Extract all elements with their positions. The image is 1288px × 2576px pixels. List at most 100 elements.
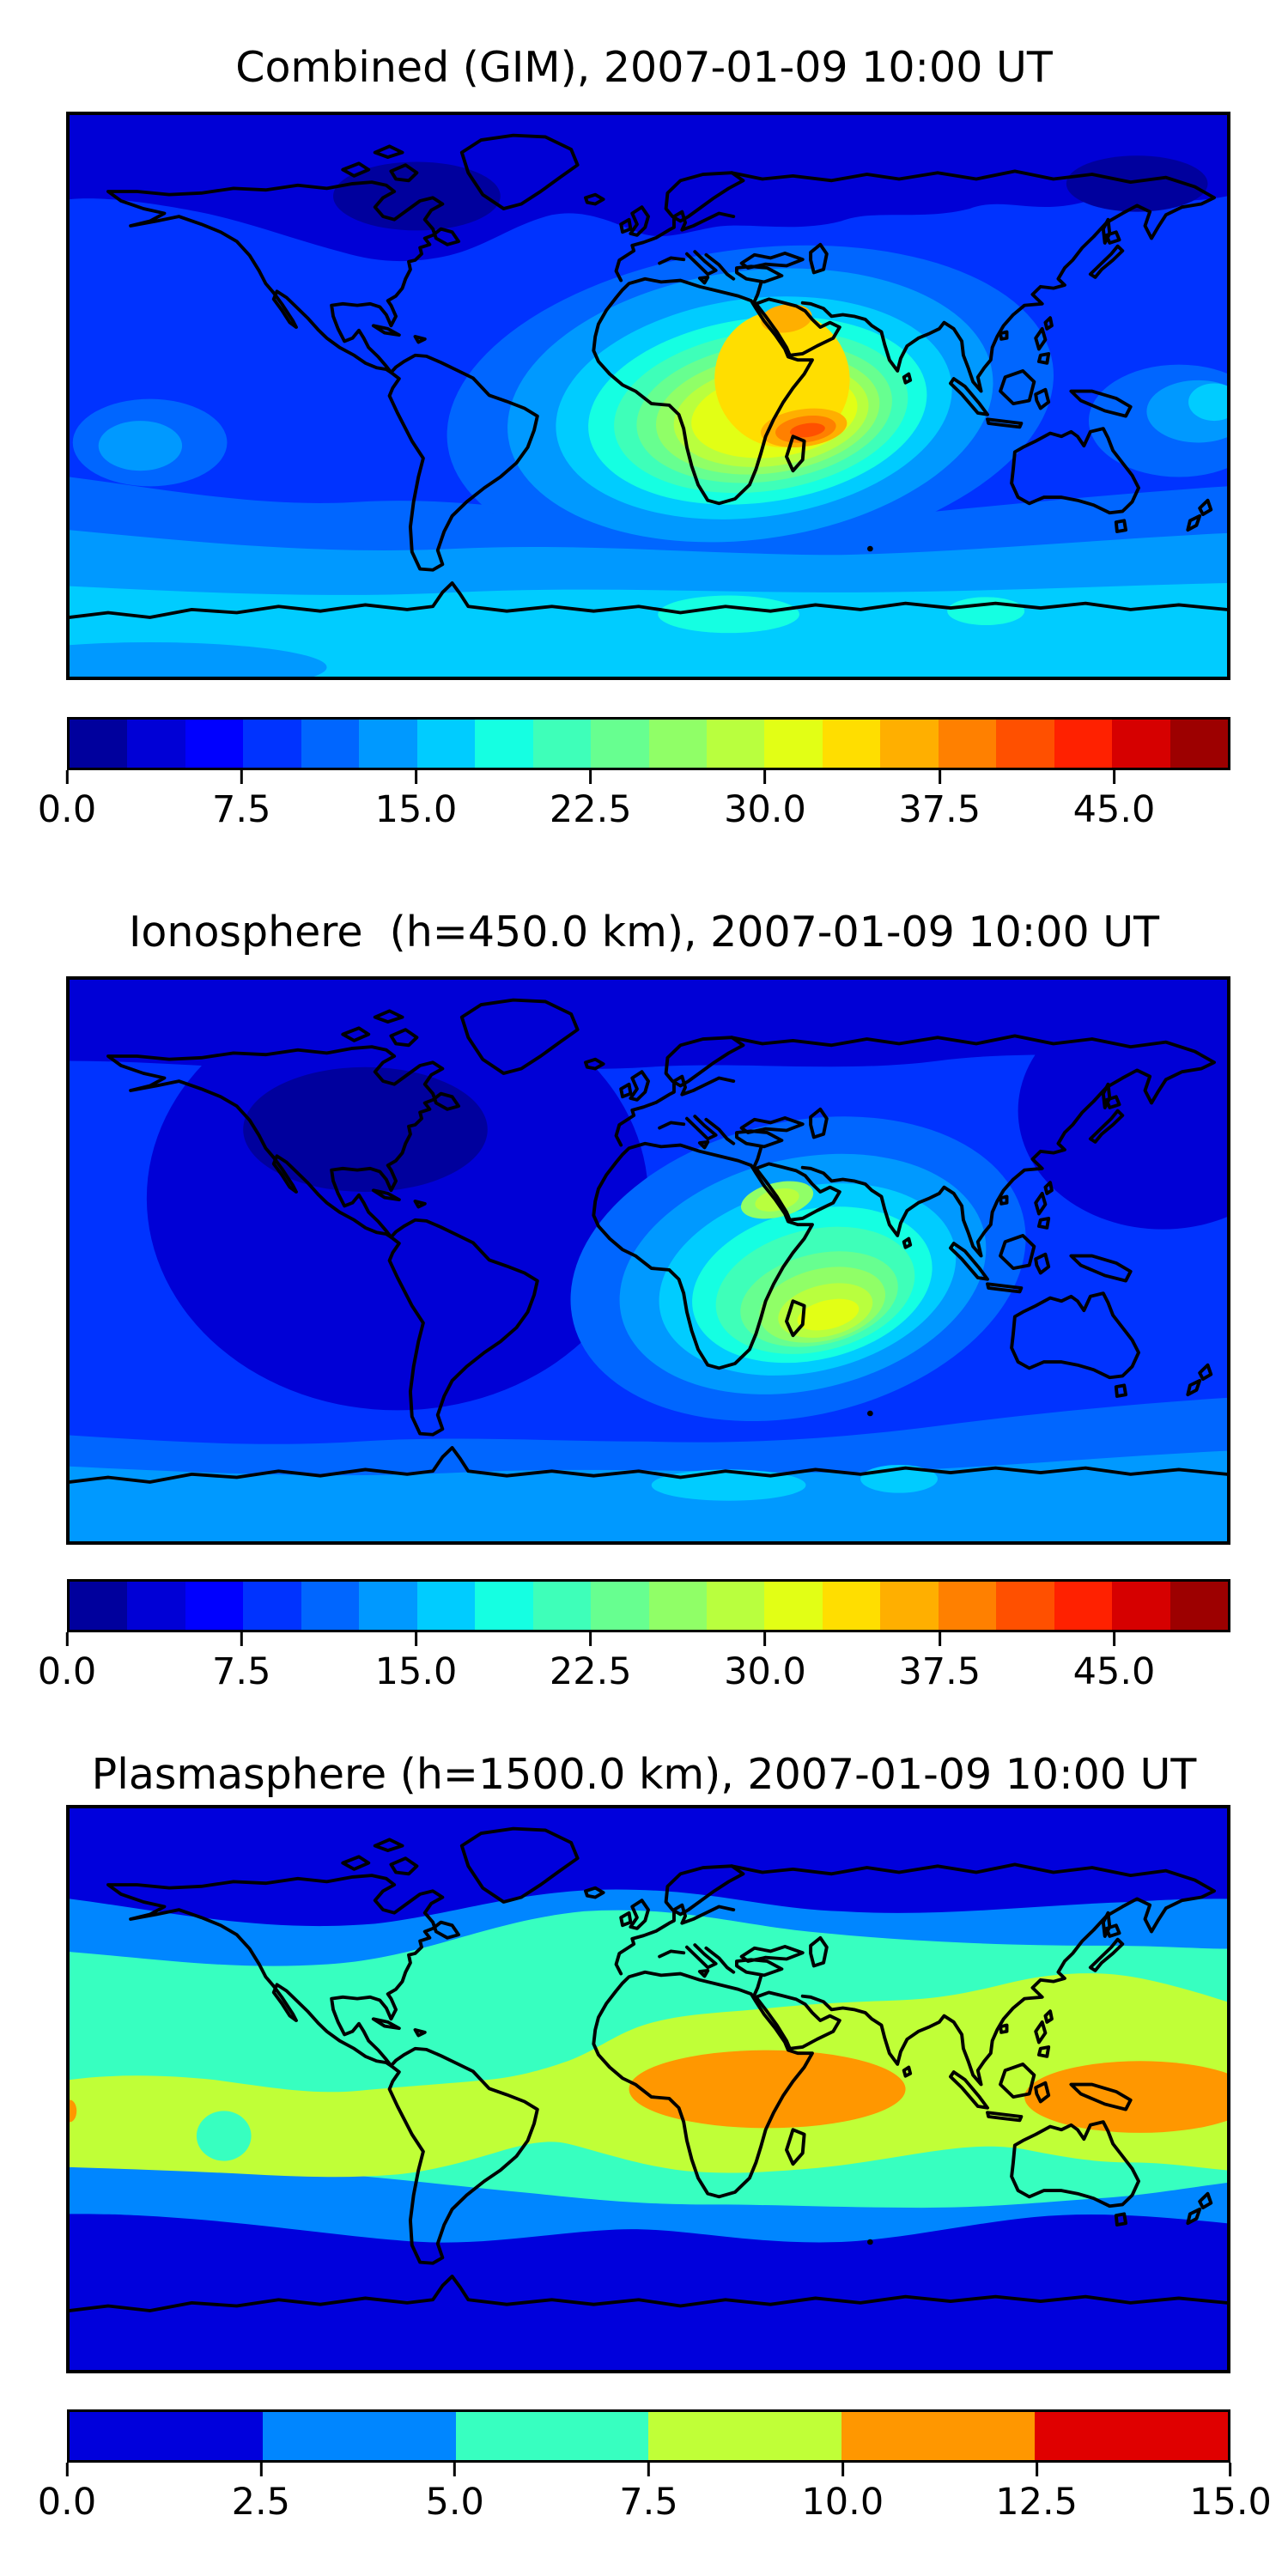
colorbar-segment (938, 720, 997, 768)
colorbar-tick-label: 22.5 (549, 1650, 632, 1693)
contour-north-dark-band (70, 115, 1227, 262)
colorbar-segment (1112, 720, 1170, 768)
contour-antarctic-cyan-2 (947, 597, 1025, 626)
colorbar-segment (243, 720, 301, 768)
colorbar-tick-label: 30.0 (724, 788, 806, 831)
colorbar-tick-mark (589, 770, 592, 784)
map-canvas-plasmasphere (70, 1808, 1227, 2370)
colorbar-tick-mark (841, 2463, 844, 2476)
colorbar-tick-label: 37.5 (898, 788, 981, 831)
colorbar-tick: 45.0 (1072, 1632, 1156, 1693)
colorbar-combined: 0.0 7.5 15.0 22.5 30.0 37.5 45.0 (38, 717, 1230, 831)
contour-south-band-2 (70, 1450, 1227, 1541)
colorbar-segment (416, 1582, 476, 1630)
colorbar-tick-label: 30.0 (724, 1650, 806, 1693)
colorbar-tick-mark (1113, 1632, 1115, 1646)
colorbar-tick-mark (259, 2463, 263, 2476)
colorbar-tick-label: 22.5 (549, 788, 632, 831)
colorbar-segment (822, 720, 881, 768)
colorbar-tick-label: 45.0 (1072, 788, 1156, 831)
colorbar-segment (416, 720, 476, 768)
colorbar-segment (359, 1582, 417, 1630)
colorbar-segment (648, 2412, 842, 2460)
colorbar-segment (591, 1582, 649, 1630)
contour-fills-combined (70, 115, 1227, 677)
colorbar-tick: 10.0 (801, 2463, 884, 2521)
contour-main-core-inner (789, 422, 825, 438)
contour-orange-africa (629, 2050, 906, 2129)
contour-orange-west-edge (70, 2099, 77, 2123)
colorbar-segment (127, 1582, 185, 1630)
colorbar-tick-label: 7.5 (212, 788, 271, 831)
colorbar-tick: 2.5 (232, 2463, 290, 2521)
colorbar-strip (67, 2409, 1230, 2463)
colorbar-segment (1170, 720, 1229, 768)
colorbar-tick: 7.5 (212, 770, 270, 829)
map-combined (66, 112, 1230, 680)
colorbar-strip (67, 717, 1230, 770)
colorbar-tick-label: 15.0 (1189, 2481, 1272, 2524)
colorbar-ticks: 0.0 2.5 5.0 7.5 10.0 12.5 15.0 (38, 2463, 1272, 2524)
colorbar-plasmasphere: 0.0 2.5 5.0 7.5 10.0 12.5 15.0 (38, 2409, 1272, 2524)
colorbar-segment (185, 720, 244, 768)
colorbar-segment (880, 720, 939, 768)
colorbar-tick-mark (65, 2463, 69, 2476)
contour-pacific-hole (196, 2111, 252, 2161)
colorbar-segment (1054, 720, 1113, 768)
colorbar-strip (67, 1579, 1230, 1632)
colorbar-tick-mark (763, 770, 767, 784)
colorbar-segment (359, 720, 417, 768)
colorbar-segment (70, 720, 128, 768)
contour-east-asia-dark (1018, 992, 1227, 1230)
colorbar-tick-label: 0.0 (37, 1650, 97, 1693)
colorbar-segment (1112, 1582, 1170, 1630)
colorbar-tick-label: 12.5 (995, 2481, 1078, 2524)
colorbar-segment (455, 2412, 649, 2460)
colorbar-ticks: 0.0 7.5 15.0 22.5 30.0 37.5 45.0 (38, 770, 1230, 831)
contour-na-darkest (243, 1066, 488, 1193)
colorbar-segment (591, 720, 649, 768)
colorbar-tick: 12.5 (995, 2463, 1078, 2521)
colorbar-segment (938, 1582, 997, 1630)
colorbar-tick: 7.5 (619, 2463, 678, 2524)
map-plasmasphere (66, 1805, 1230, 2373)
colorbar-tick-mark (1229, 2463, 1232, 2476)
colorbar-tick: 0.0 (38, 770, 96, 829)
map-canvas-ionosphere (70, 980, 1227, 1541)
colorbar-segment (475, 720, 533, 768)
contour-fills-plasmasphere (70, 1808, 1227, 2370)
colorbar-tick-label: 0.0 (37, 788, 97, 831)
colorbar-segment (532, 720, 592, 768)
colorbar-tick: 37.5 (898, 1632, 981, 1691)
colorbar-tick-label: 15.0 (374, 788, 458, 831)
colorbar-tick: 22.5 (550, 770, 632, 829)
colorbar-tick: 30.0 (724, 1632, 806, 1691)
colorbar-segment (841, 2412, 1036, 2460)
colorbar-tick-label: 10.0 (801, 2481, 884, 2524)
contour-north-min-siberia (1066, 155, 1208, 212)
colorbar-tick-mark (240, 1632, 243, 1646)
colorbar-tick-label: 45.0 (1072, 1650, 1156, 1693)
colorbar-tick: 15.0 (374, 770, 458, 831)
colorbar-tick-mark (1035, 2463, 1038, 2476)
colorbar-tick: 30.0 (724, 770, 806, 829)
colorbar-tick-label: 2.5 (231, 2481, 291, 2524)
colorbar-segment (301, 720, 360, 768)
colorbar-tick: 45.0 (1072, 770, 1156, 831)
panel-title-combined: Combined (GIM), 2007-01-09 10:00 UT (235, 43, 1053, 92)
colorbar-segment (648, 1582, 707, 1630)
map-ionosphere (66, 976, 1230, 1545)
colorbar-tick-mark (240, 770, 243, 784)
colorbar-tick: 22.5 (550, 1632, 632, 1691)
colorbar-segment (706, 1582, 765, 1630)
colorbar-tick-label: 7.5 (619, 2481, 678, 2524)
colorbar-tick-label: 15.0 (374, 1650, 458, 1693)
colorbar-tick-mark (763, 1632, 767, 1646)
colorbar-tick-mark (65, 1632, 69, 1646)
colorbar-tick-mark (1113, 770, 1115, 784)
colorbar-ticks: 0.0 7.5 15.0 22.5 30.0 37.5 45.0 (38, 1632, 1230, 1693)
panel-title-plasmasphere: Plasmasphere (h=1500.0 km), 2007-01-09 1… (91, 1750, 1197, 1799)
contour-antarctic-cyan-1 (658, 595, 799, 634)
colorbar-segment (70, 1582, 128, 1630)
colorbar-tick-mark (453, 2463, 457, 2476)
